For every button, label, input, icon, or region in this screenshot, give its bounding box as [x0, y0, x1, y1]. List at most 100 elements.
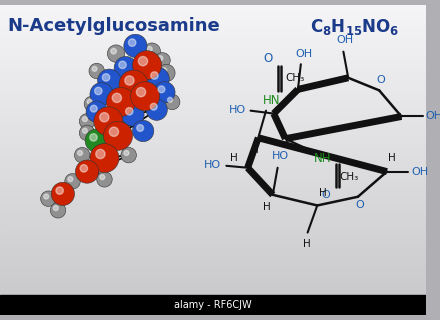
Circle shape	[136, 87, 146, 97]
Bar	[0, 298, 425, 302]
Bar	[0, 120, 425, 124]
Circle shape	[103, 121, 132, 150]
Bar	[0, 216, 425, 219]
Bar	[0, 195, 425, 199]
Bar	[0, 9, 425, 13]
Bar	[0, 252, 425, 255]
Circle shape	[138, 57, 147, 66]
Bar	[0, 28, 425, 31]
Bar	[0, 118, 425, 121]
Bar	[0, 141, 425, 145]
Text: HO: HO	[228, 105, 246, 115]
Bar	[0, 190, 425, 194]
Bar	[0, 162, 425, 165]
Bar	[0, 110, 425, 114]
Text: H: H	[303, 239, 311, 249]
Text: O: O	[322, 190, 330, 200]
Bar	[0, 239, 425, 243]
Bar	[0, 226, 425, 230]
Circle shape	[106, 87, 136, 116]
Circle shape	[96, 149, 105, 159]
Bar	[0, 89, 425, 93]
Bar	[0, 306, 425, 310]
Bar	[0, 193, 425, 196]
Bar	[0, 146, 425, 150]
Circle shape	[132, 120, 154, 142]
Bar	[0, 131, 425, 134]
Bar	[0, 133, 425, 137]
Bar	[0, 301, 425, 304]
Circle shape	[125, 108, 133, 115]
Text: H: H	[230, 153, 238, 163]
Circle shape	[100, 175, 105, 180]
Text: H: H	[388, 153, 396, 163]
Circle shape	[128, 39, 136, 46]
Bar	[0, 94, 425, 98]
Circle shape	[90, 134, 97, 141]
Circle shape	[158, 56, 163, 61]
Circle shape	[95, 87, 102, 95]
Circle shape	[109, 127, 119, 136]
Bar	[0, 74, 425, 77]
Bar	[0, 154, 425, 157]
Circle shape	[146, 99, 167, 120]
Bar	[0, 205, 425, 209]
Circle shape	[65, 173, 80, 189]
Bar	[0, 48, 425, 52]
Circle shape	[146, 67, 169, 90]
Bar	[0, 4, 425, 8]
Circle shape	[168, 97, 172, 102]
Circle shape	[50, 203, 66, 218]
Text: HO: HO	[272, 151, 289, 161]
Bar	[0, 102, 425, 106]
Circle shape	[143, 43, 161, 60]
Text: N-Acetylglucosamine: N-Acetylglucosamine	[8, 17, 220, 35]
Bar	[0, 92, 425, 95]
Text: OH: OH	[411, 167, 429, 177]
Bar	[0, 22, 425, 26]
Circle shape	[137, 124, 143, 132]
Bar	[0, 84, 425, 88]
Circle shape	[68, 177, 73, 181]
Bar	[0, 69, 425, 72]
Bar	[0, 174, 425, 178]
Text: H: H	[319, 188, 327, 198]
Bar	[0, 151, 425, 155]
Bar	[0, 123, 425, 126]
Bar	[0, 64, 425, 67]
Bar	[0, 285, 425, 289]
Circle shape	[87, 99, 92, 104]
Bar	[0, 97, 425, 101]
Bar	[0, 283, 425, 286]
Bar	[0, 200, 425, 204]
Circle shape	[90, 83, 113, 106]
Bar	[0, 56, 425, 60]
Bar	[0, 87, 425, 90]
Bar	[0, 164, 425, 168]
Circle shape	[121, 103, 144, 126]
Circle shape	[121, 148, 136, 163]
Circle shape	[84, 96, 99, 112]
Circle shape	[79, 125, 95, 141]
Circle shape	[99, 113, 109, 122]
Bar	[0, 136, 425, 140]
Circle shape	[158, 86, 165, 93]
Text: HO: HO	[204, 160, 221, 170]
Circle shape	[44, 194, 49, 199]
Circle shape	[79, 114, 95, 129]
Circle shape	[147, 46, 152, 52]
Bar	[0, 288, 425, 292]
Bar	[0, 203, 425, 206]
Bar	[0, 17, 425, 21]
Circle shape	[107, 45, 125, 62]
Circle shape	[165, 94, 180, 110]
Bar	[0, 125, 425, 129]
Bar	[0, 247, 425, 250]
Circle shape	[85, 129, 108, 152]
Bar	[0, 35, 425, 39]
Bar	[0, 59, 425, 62]
Circle shape	[124, 34, 147, 58]
Bar	[0, 43, 425, 46]
Bar	[0, 231, 425, 235]
Text: H: H	[263, 202, 271, 212]
